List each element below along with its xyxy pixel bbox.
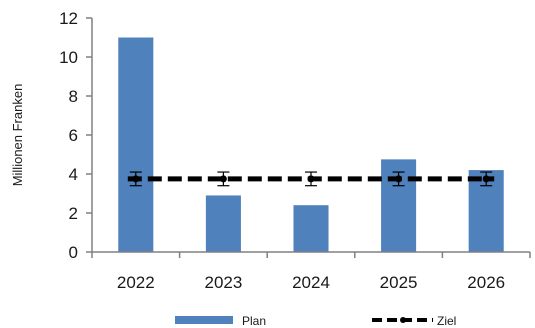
bar-2024 (293, 205, 329, 252)
legend: Plan Ziel (175, 314, 456, 328)
legend-item-plan: Plan (175, 314, 266, 328)
x-tick-label: 2026 (467, 273, 505, 292)
x-tick-label: 2025 (380, 273, 418, 292)
ziel-point-2026 (482, 175, 490, 183)
plot-area (118, 37, 504, 252)
y-tick-label: 6 (69, 126, 78, 145)
ziel-point-2025 (395, 175, 403, 183)
y-tick-label: 8 (69, 87, 78, 106)
y-tick-label: 10 (59, 48, 78, 67)
y-axis-label: Millionen Franken (10, 84, 25, 187)
legend-label-ziel: Ziel (437, 314, 456, 328)
x-tick-label: 2024 (292, 273, 330, 292)
bar-2022 (118, 37, 154, 252)
x-tick-label: 2022 (117, 273, 155, 292)
ziel-point-2022 (132, 175, 140, 183)
ziel-point-2024 (307, 175, 315, 183)
y-tick-label: 0 (69, 243, 78, 262)
legend-swatch-plan (175, 316, 233, 324)
y-tick-label: 2 (69, 204, 78, 223)
bar-2023 (205, 195, 241, 252)
y-tick-label: 12 (59, 9, 78, 28)
legend-label-plan: Plan (242, 314, 266, 328)
legend-marker-ziel (400, 317, 406, 323)
legend-item-ziel: Ziel (372, 314, 456, 328)
ziel-point-2023 (219, 175, 227, 183)
x-tick-label: 2023 (204, 273, 242, 292)
y-tick-label: 4 (69, 165, 78, 184)
